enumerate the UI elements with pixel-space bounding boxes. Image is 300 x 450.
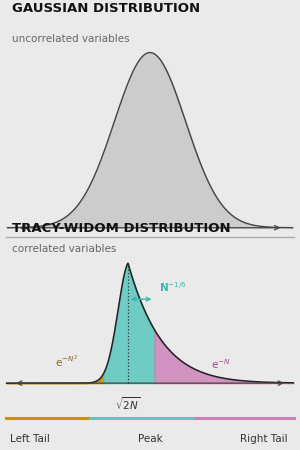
- Text: Left Tail: Left Tail: [10, 434, 50, 444]
- Text: GAUSSIAN DISTRIBUTION: GAUSSIAN DISTRIBUTION: [12, 2, 200, 15]
- Text: N$^{-1/6}$: N$^{-1/6}$: [159, 281, 187, 294]
- Text: TRACY-WIDOM DISTRIBUTION: TRACY-WIDOM DISTRIBUTION: [12, 222, 231, 235]
- Text: e$^{-N}$: e$^{-N}$: [211, 357, 230, 371]
- Text: e$^{-N^2}$: e$^{-N^2}$: [55, 354, 78, 369]
- Text: $\sqrt{2N}$: $\sqrt{2N}$: [115, 395, 141, 412]
- Text: Right Tail: Right Tail: [240, 434, 288, 444]
- Text: Peak: Peak: [138, 434, 162, 444]
- Text: uncorrelated variables: uncorrelated variables: [12, 34, 130, 45]
- Text: correlated variables: correlated variables: [12, 243, 116, 254]
